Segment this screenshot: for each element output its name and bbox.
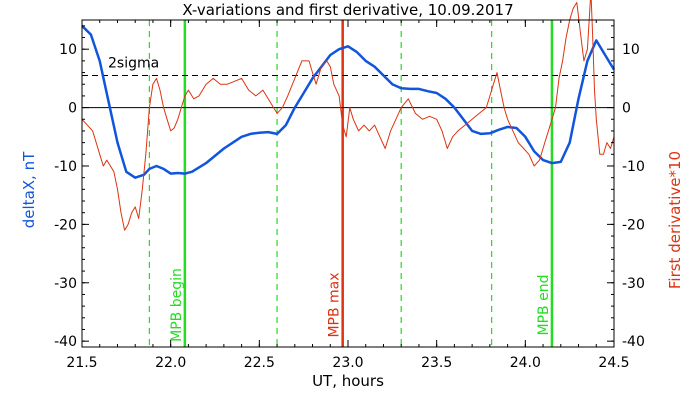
axis-ticks: 21.5 22.0 22.5 23.0 23.5 24.0 24.5 10 0 -10 -20 -30…	[54, 20, 645, 371]
y-tick-label-left: 0	[68, 101, 77, 117]
data-series	[81, 0, 616, 231]
y-tick-label-left: -30	[54, 276, 77, 292]
chart-title: X-variations and first derivative, 10.09…	[182, 1, 513, 19]
y-tick-label-right: -20	[622, 217, 645, 233]
series-derivative-line	[81, 0, 615, 231]
y-axis-label-right: First derivative*10	[666, 151, 684, 289]
x-tick-label: 24.5	[598, 355, 629, 371]
y-tick-label-left: 10	[59, 42, 77, 58]
y-tick-label-right: 0	[622, 101, 631, 117]
y-tick-label-right: -40	[622, 334, 645, 350]
series-deltax-line	[81, 24, 616, 179]
x-tick-label: 24.0	[510, 355, 541, 371]
vertical-markers: MPB begin MPB max MPB end	[148, 20, 554, 347]
reference-lines: 2sigma	[82, 55, 614, 109]
y-tick-label-right: -30	[622, 276, 645, 292]
y-tick-label-right: -10	[622, 159, 645, 175]
x-axis-label: UT, hours	[312, 372, 384, 390]
x-tick-label: 23.0	[332, 355, 363, 371]
marker-label-mpb-max: MPB max	[327, 272, 343, 337]
marker-label-mpb-end: MPB end	[536, 275, 552, 336]
sigma-label: 2sigma	[108, 55, 159, 71]
y-tick-label-left: -10	[54, 159, 77, 175]
y-axis-label-left: deltaX, nT	[20, 151, 38, 228]
x-tick-label: 23.5	[421, 355, 452, 371]
y-tick-label-left: -20	[54, 217, 77, 233]
y-tick-label-left: -40	[54, 334, 77, 350]
y-tick-label-right: 10	[622, 42, 640, 58]
x-tick-label: 22.5	[244, 355, 275, 371]
plot-frame	[81, 19, 615, 348]
x-tick-label: 22.0	[155, 355, 186, 371]
marker-label-mpb-begin: MPB begin	[169, 268, 185, 342]
x-tick-label: 21.5	[66, 355, 97, 371]
